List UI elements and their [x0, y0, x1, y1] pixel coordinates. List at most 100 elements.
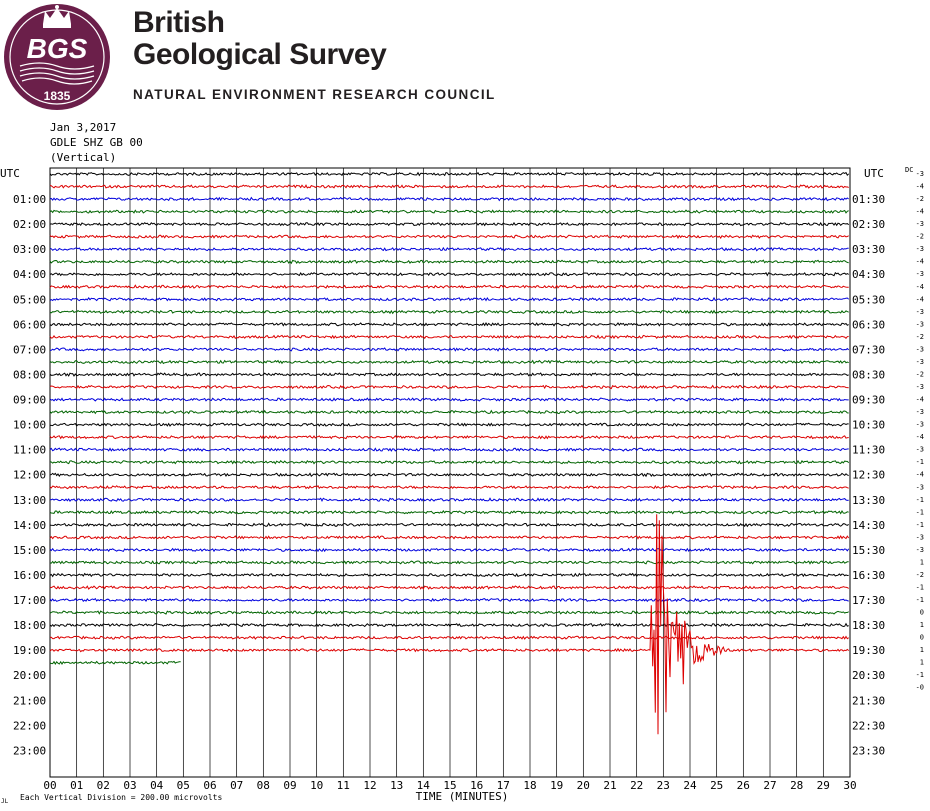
dc-offset-label: -3: [916, 546, 924, 554]
component-label: (Vertical): [50, 151, 117, 164]
x-tick-label: 18: [523, 779, 536, 792]
dc-offset-label: 0: [920, 609, 924, 617]
left-time-label: 10:00: [13, 419, 46, 432]
trace-line: [49, 272, 849, 277]
station-code: GDLE SHZ GB 00: [50, 136, 143, 149]
dc-offset-label: 0: [920, 634, 924, 642]
x-tick-label: 03: [123, 779, 136, 792]
trace-line: [49, 514, 850, 735]
trace-line: [49, 534, 850, 540]
right-time-label: 02:30: [852, 218, 885, 231]
record-date: Jan 3,2017: [50, 121, 117, 134]
trace-line: [49, 384, 849, 390]
left-time-label: 01:00: [13, 193, 46, 206]
dc-offset-label: -1: [916, 596, 924, 604]
dc-offset-label: -2: [916, 195, 924, 203]
x-tick-label: 30: [843, 779, 856, 792]
dc-offset-label: 1: [920, 621, 924, 629]
trace-line: [49, 522, 849, 528]
dc-offset-label: -3: [916, 345, 924, 353]
right-time-label: 08:30: [852, 369, 885, 382]
dc-offset-labels: -3 -4 -2 -4 -3 -2 -3 -4 -3 -4 -4 -3 -3 -2 -3 -3 -2 -3 -4 -3…: [916, 170, 924, 692]
left-time-label: 14:00: [13, 519, 46, 532]
dc-offset-label: -4: [916, 258, 924, 266]
x-tick-label: 17: [497, 779, 510, 792]
right-time-label: 16:30: [852, 569, 885, 582]
right-time-label: 19:30: [852, 644, 885, 657]
dc-offset-label: -3: [916, 320, 924, 328]
dc-offset-label: -2: [916, 333, 924, 341]
right-time-label: 04:30: [852, 268, 885, 281]
x-tick-label: 07: [230, 779, 243, 792]
logo-text: BGS: [27, 33, 88, 64]
corner-mark: JL: [1, 798, 9, 805]
right-time-label: 22:30: [852, 719, 885, 732]
left-time-label: 19:00: [13, 644, 46, 657]
right-time-label: 20:30: [852, 669, 885, 682]
right-axis-title: UTC: [864, 167, 884, 180]
dc-offset-label: -3: [916, 308, 924, 316]
trace-line: [49, 610, 849, 615]
x-tick-label: 01: [70, 779, 83, 792]
trace-line: [49, 334, 849, 340]
right-time-label: 18:30: [852, 619, 885, 632]
trace-line: [49, 184, 849, 189]
x-tick-label: 08: [257, 779, 270, 792]
trace-line: [49, 209, 849, 214]
trace-line: [49, 484, 849, 490]
x-tick-label: 21: [603, 779, 616, 792]
dc-offset-label: -3: [916, 408, 924, 416]
left-time-label: 18:00: [13, 619, 46, 632]
trace-line: [49, 196, 849, 202]
dc-offset-label: -3: [916, 170, 924, 178]
dc-offset-label: -3: [916, 220, 924, 228]
logo-wave-lines: [19, 62, 95, 85]
x-tick-label: 19: [550, 779, 563, 792]
dc-offset-label: -2: [916, 233, 924, 241]
right-time-label: 01:30: [852, 193, 885, 206]
right-time-label: 05:30: [852, 293, 885, 306]
trace-line: [49, 171, 850, 177]
left-time-label: 04:00: [13, 268, 46, 281]
trace-line: [49, 372, 849, 377]
org-name-line1: British: [133, 6, 225, 39]
right-time-label: 23:30: [852, 744, 885, 757]
x-tick-label: 11: [337, 779, 350, 792]
x-tick-label: 10: [310, 779, 323, 792]
dc-offset-label: -3: [916, 483, 924, 491]
x-tick-label: 28: [790, 779, 803, 792]
x-tick-label: 27: [763, 779, 776, 792]
dc-offset-label: 1: [920, 659, 924, 667]
trace-line: [49, 547, 850, 553]
dc-offset-label: 1: [920, 558, 924, 566]
left-time-label: 02:00: [13, 218, 46, 231]
x-tick-label: 15: [443, 779, 456, 792]
x-tick-label: 13: [390, 779, 403, 792]
dc-offset-label: -4: [916, 471, 924, 479]
trace-line: [49, 597, 849, 603]
x-tick-label: 20: [577, 779, 590, 792]
x-axis-ticks: 00 01 02 03 04 05 06 07 08 09 10 11 12 13 14 15 16 17 18 19…: [43, 779, 856, 792]
dc-header: DC: [905, 166, 913, 174]
right-time-label: 06:30: [852, 318, 885, 331]
x-tick-label: 29: [817, 779, 830, 792]
left-time-label: 05:00: [13, 293, 46, 306]
org-name-line2: Geological Survey: [133, 38, 387, 71]
left-time-label: 06:00: [13, 318, 46, 331]
x-tick-label: 12: [363, 779, 376, 792]
x-tick-label: 24: [683, 779, 697, 792]
right-time-label: 12:30: [852, 469, 885, 482]
x-tick-label: 23: [657, 779, 670, 792]
trace-line: [49, 321, 849, 327]
dc-offset-label: -3: [916, 383, 924, 391]
trace-line: [49, 635, 849, 640]
x-tick-label: 09: [283, 779, 296, 792]
x-tick-label: 06: [203, 779, 216, 792]
trace-line: [49, 472, 849, 478]
trace-line: [49, 296, 850, 302]
trace-line: [49, 660, 181, 665]
left-time-label: 13:00: [13, 494, 46, 507]
right-time-label: 21:30: [852, 694, 885, 707]
dc-offset-label: 1: [920, 646, 924, 654]
